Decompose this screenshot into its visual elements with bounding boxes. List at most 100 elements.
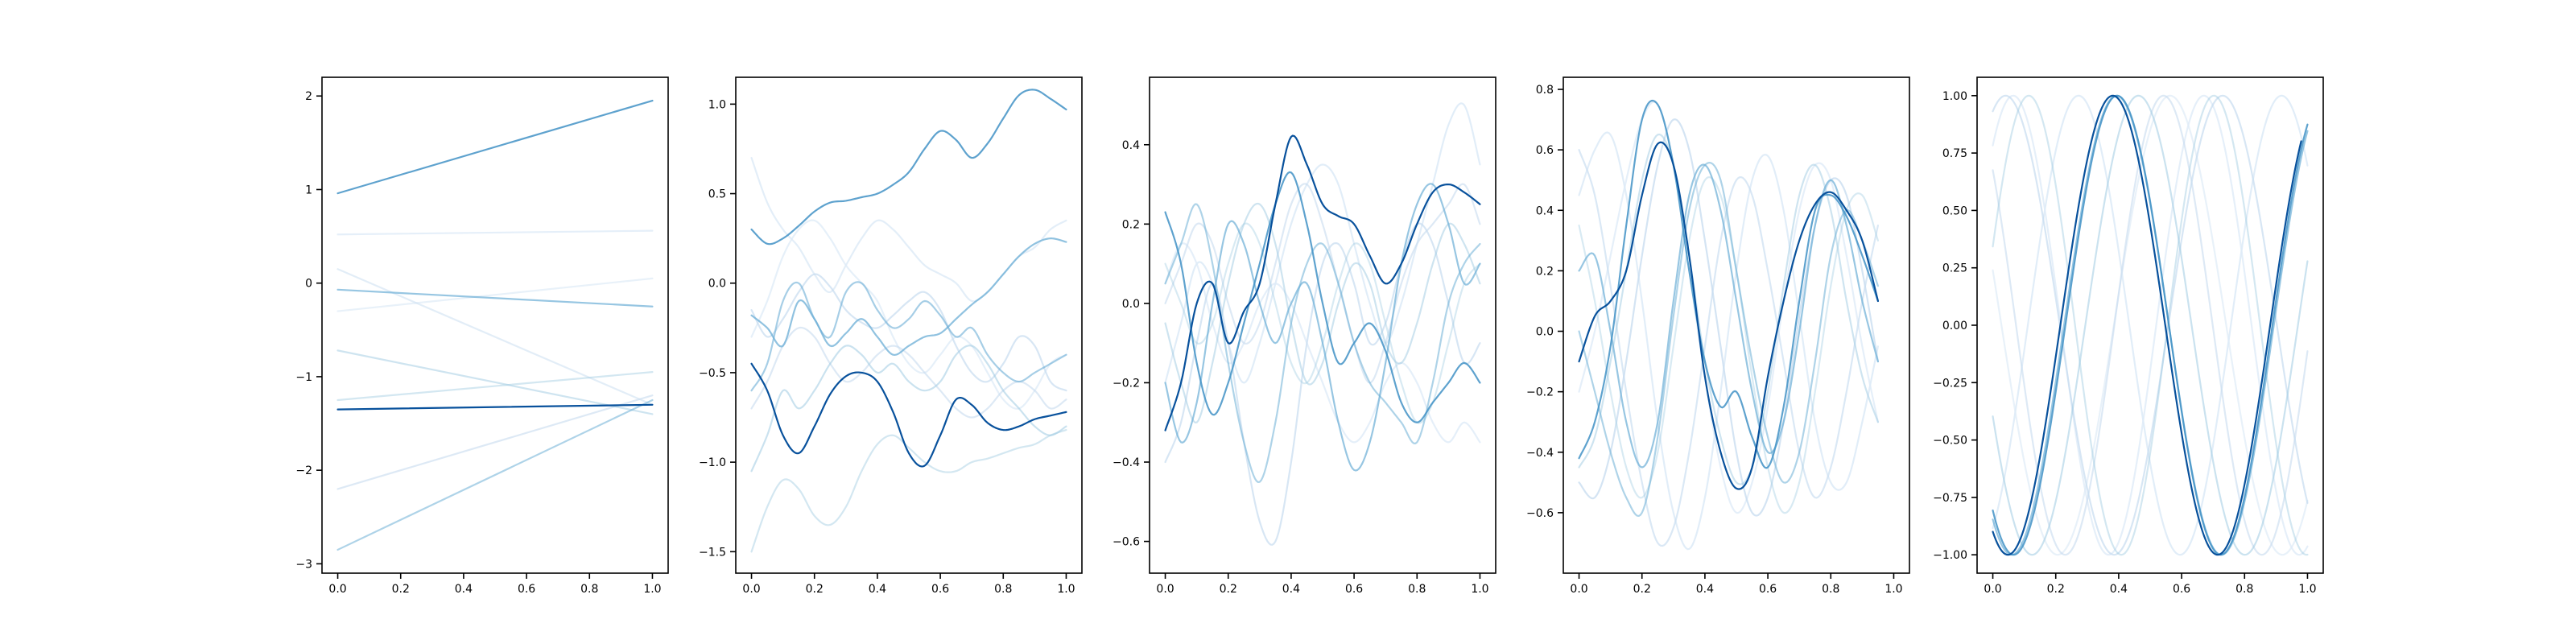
x-tick-label: 0.8: [580, 583, 598, 596]
x-tick-label: 1.0: [643, 583, 661, 596]
axes-frame: [321, 76, 669, 574]
y-tick-label: 0: [305, 278, 312, 291]
x-tick-label: 0.4: [1282, 583, 1300, 596]
y-tick-label: 0.0: [708, 278, 726, 291]
series-line-8: [1164, 183, 1481, 384]
series-line-1: [750, 362, 1067, 468]
y-tick-label: 0.0: [1122, 298, 1140, 311]
series-line-10: [750, 219, 1067, 410]
x-tick-label: 0.2: [1633, 583, 1651, 596]
y-tick-label: 1.00: [1942, 90, 1967, 103]
x-tick-label: 0.8: [1408, 583, 1426, 596]
y-tick-label: 0.2: [1122, 218, 1140, 231]
y-tick-label: 2: [305, 90, 312, 103]
y-tick-label: −1.5: [699, 546, 726, 559]
series-line-10: [1578, 101, 1880, 514]
series-line-1: [1164, 134, 1481, 431]
y-tick-label: 1.0: [708, 98, 726, 111]
x-tick-label: 0.8: [1822, 583, 1839, 596]
y-tick-label: 0.4: [1536, 204, 1554, 217]
series-line-7: [336, 394, 654, 490]
y-tick-label: −0.4: [1526, 447, 1554, 460]
y-tick-label: 0.0: [1536, 326, 1554, 339]
series-line-3: [1578, 163, 1880, 469]
y-tick-label: 0.5: [708, 188, 726, 201]
y-tick-label: 0.25: [1942, 262, 1967, 275]
x-tick-label: 0.2: [806, 583, 824, 596]
y-tick-label: 0.75: [1942, 147, 1967, 160]
x-tick-label: 0.4: [455, 583, 473, 596]
subplot-5: 0.0 0.2 0.4 0.6 0.8 1.0 −1.00 −0.75 −0.50 −0.25 0.…: [1933, 76, 2324, 596]
x-tick-label: 0.6: [2173, 583, 2190, 596]
y-tick-label: −0.5: [699, 367, 726, 380]
x-tick-label: 0.4: [869, 583, 886, 596]
y-tick-label: −1.00: [1933, 549, 1967, 562]
series-line-8: [1992, 94, 2309, 556]
y-tick-label: −2: [295, 464, 312, 477]
x-tick-label: 0.8: [2235, 583, 2253, 596]
x-tick-label: 0.0: [1570, 583, 1587, 596]
x-tick-label: 0.4: [2110, 583, 2128, 596]
x-tick-label: 0.2: [1220, 583, 1237, 596]
series-line-6: [1992, 94, 2309, 556]
series-line-2: [336, 99, 654, 195]
series-line-10: [336, 277, 654, 312]
x-tick-label: 0.8: [994, 583, 1012, 596]
series-line-5: [1164, 202, 1481, 424]
series-line-4: [336, 398, 654, 551]
axes-frame: [1149, 76, 1496, 574]
series-line-5: [1578, 133, 1880, 485]
y-tick-label: −0.6: [1113, 536, 1140, 549]
x-tick-label: 0.6: [518, 583, 535, 596]
subplot-4: 0.0 0.2 0.4 0.6 0.8 1.0 −0.6 −0.4 −0.2 0.0 0.2 0.4 0…: [1526, 76, 1910, 596]
series-line-6: [750, 428, 1067, 553]
series-line-5: [1992, 94, 2309, 556]
series-line-2: [1992, 94, 2309, 556]
y-tick-label: 0.2: [1536, 265, 1554, 278]
y-tick-label: 0.00: [1942, 320, 1967, 332]
series-line-6: [336, 371, 654, 402]
y-tick-label: −0.50: [1933, 435, 1967, 448]
x-tick-label: 0.0: [328, 583, 346, 596]
y-tick-label: −0.2: [1526, 386, 1554, 399]
series-line-4: [1992, 94, 2309, 556]
subplot-2: 0.0 0.2 0.4 0.6 0.8 1.0 −1.5 −1.0 −0.5 0.0 0.5 1.0: [699, 76, 1083, 596]
y-tick-label: 0.50: [1942, 204, 1967, 217]
y-tick-label: 1: [305, 184, 312, 196]
x-tick-label: 0.4: [1696, 583, 1714, 596]
x-tick-label: 0.2: [2047, 583, 2065, 596]
series-line-4: [1164, 203, 1481, 484]
series-group: [1164, 102, 1481, 546]
series-group: [336, 99, 654, 551]
y-tick-label: 0.8: [1536, 84, 1554, 97]
series-line-8: [750, 326, 1067, 419]
series-line-7: [750, 273, 1067, 392]
x-tick-label: 1.0: [1471, 583, 1488, 596]
series-line-4: [1578, 161, 1880, 518]
series-line-5: [336, 349, 654, 415]
series-line-4: [750, 281, 1067, 392]
series-line-5: [750, 345, 1067, 473]
series-line-3: [750, 237, 1067, 357]
series-line-7: [1992, 94, 2309, 556]
series-group: [1992, 94, 2309, 556]
series-group: [750, 89, 1067, 553]
series-line-3: [1164, 183, 1481, 472]
series-line-9: [336, 229, 654, 236]
x-tick-label: 0.2: [392, 583, 410, 596]
x-tick-label: 0.6: [1345, 583, 1363, 596]
series-line-3: [336, 288, 654, 308]
series-line-8: [1578, 149, 1880, 547]
y-tick-label: −0.6: [1526, 507, 1554, 520]
x-tick-label: 0.0: [1156, 583, 1174, 596]
x-tick-label: 0.6: [1759, 583, 1777, 596]
y-tick-label: −1: [295, 371, 312, 384]
y-tick-label: −1.0: [699, 456, 726, 469]
series-line-6: [1578, 175, 1880, 514]
subplot-3: 0.0 0.2 0.4 0.6 0.8 1.0 −0.6 −0.4 −0.2 0.0 0.2 0.4: [1113, 76, 1496, 596]
subplot-1: 0.0 0.2 0.4 0.6 0.8 1.0 −3 −2 −1 0 1 2: [295, 76, 669, 596]
y-tick-label: −0.4: [1113, 456, 1140, 469]
y-tick-label: −3: [295, 558, 312, 571]
